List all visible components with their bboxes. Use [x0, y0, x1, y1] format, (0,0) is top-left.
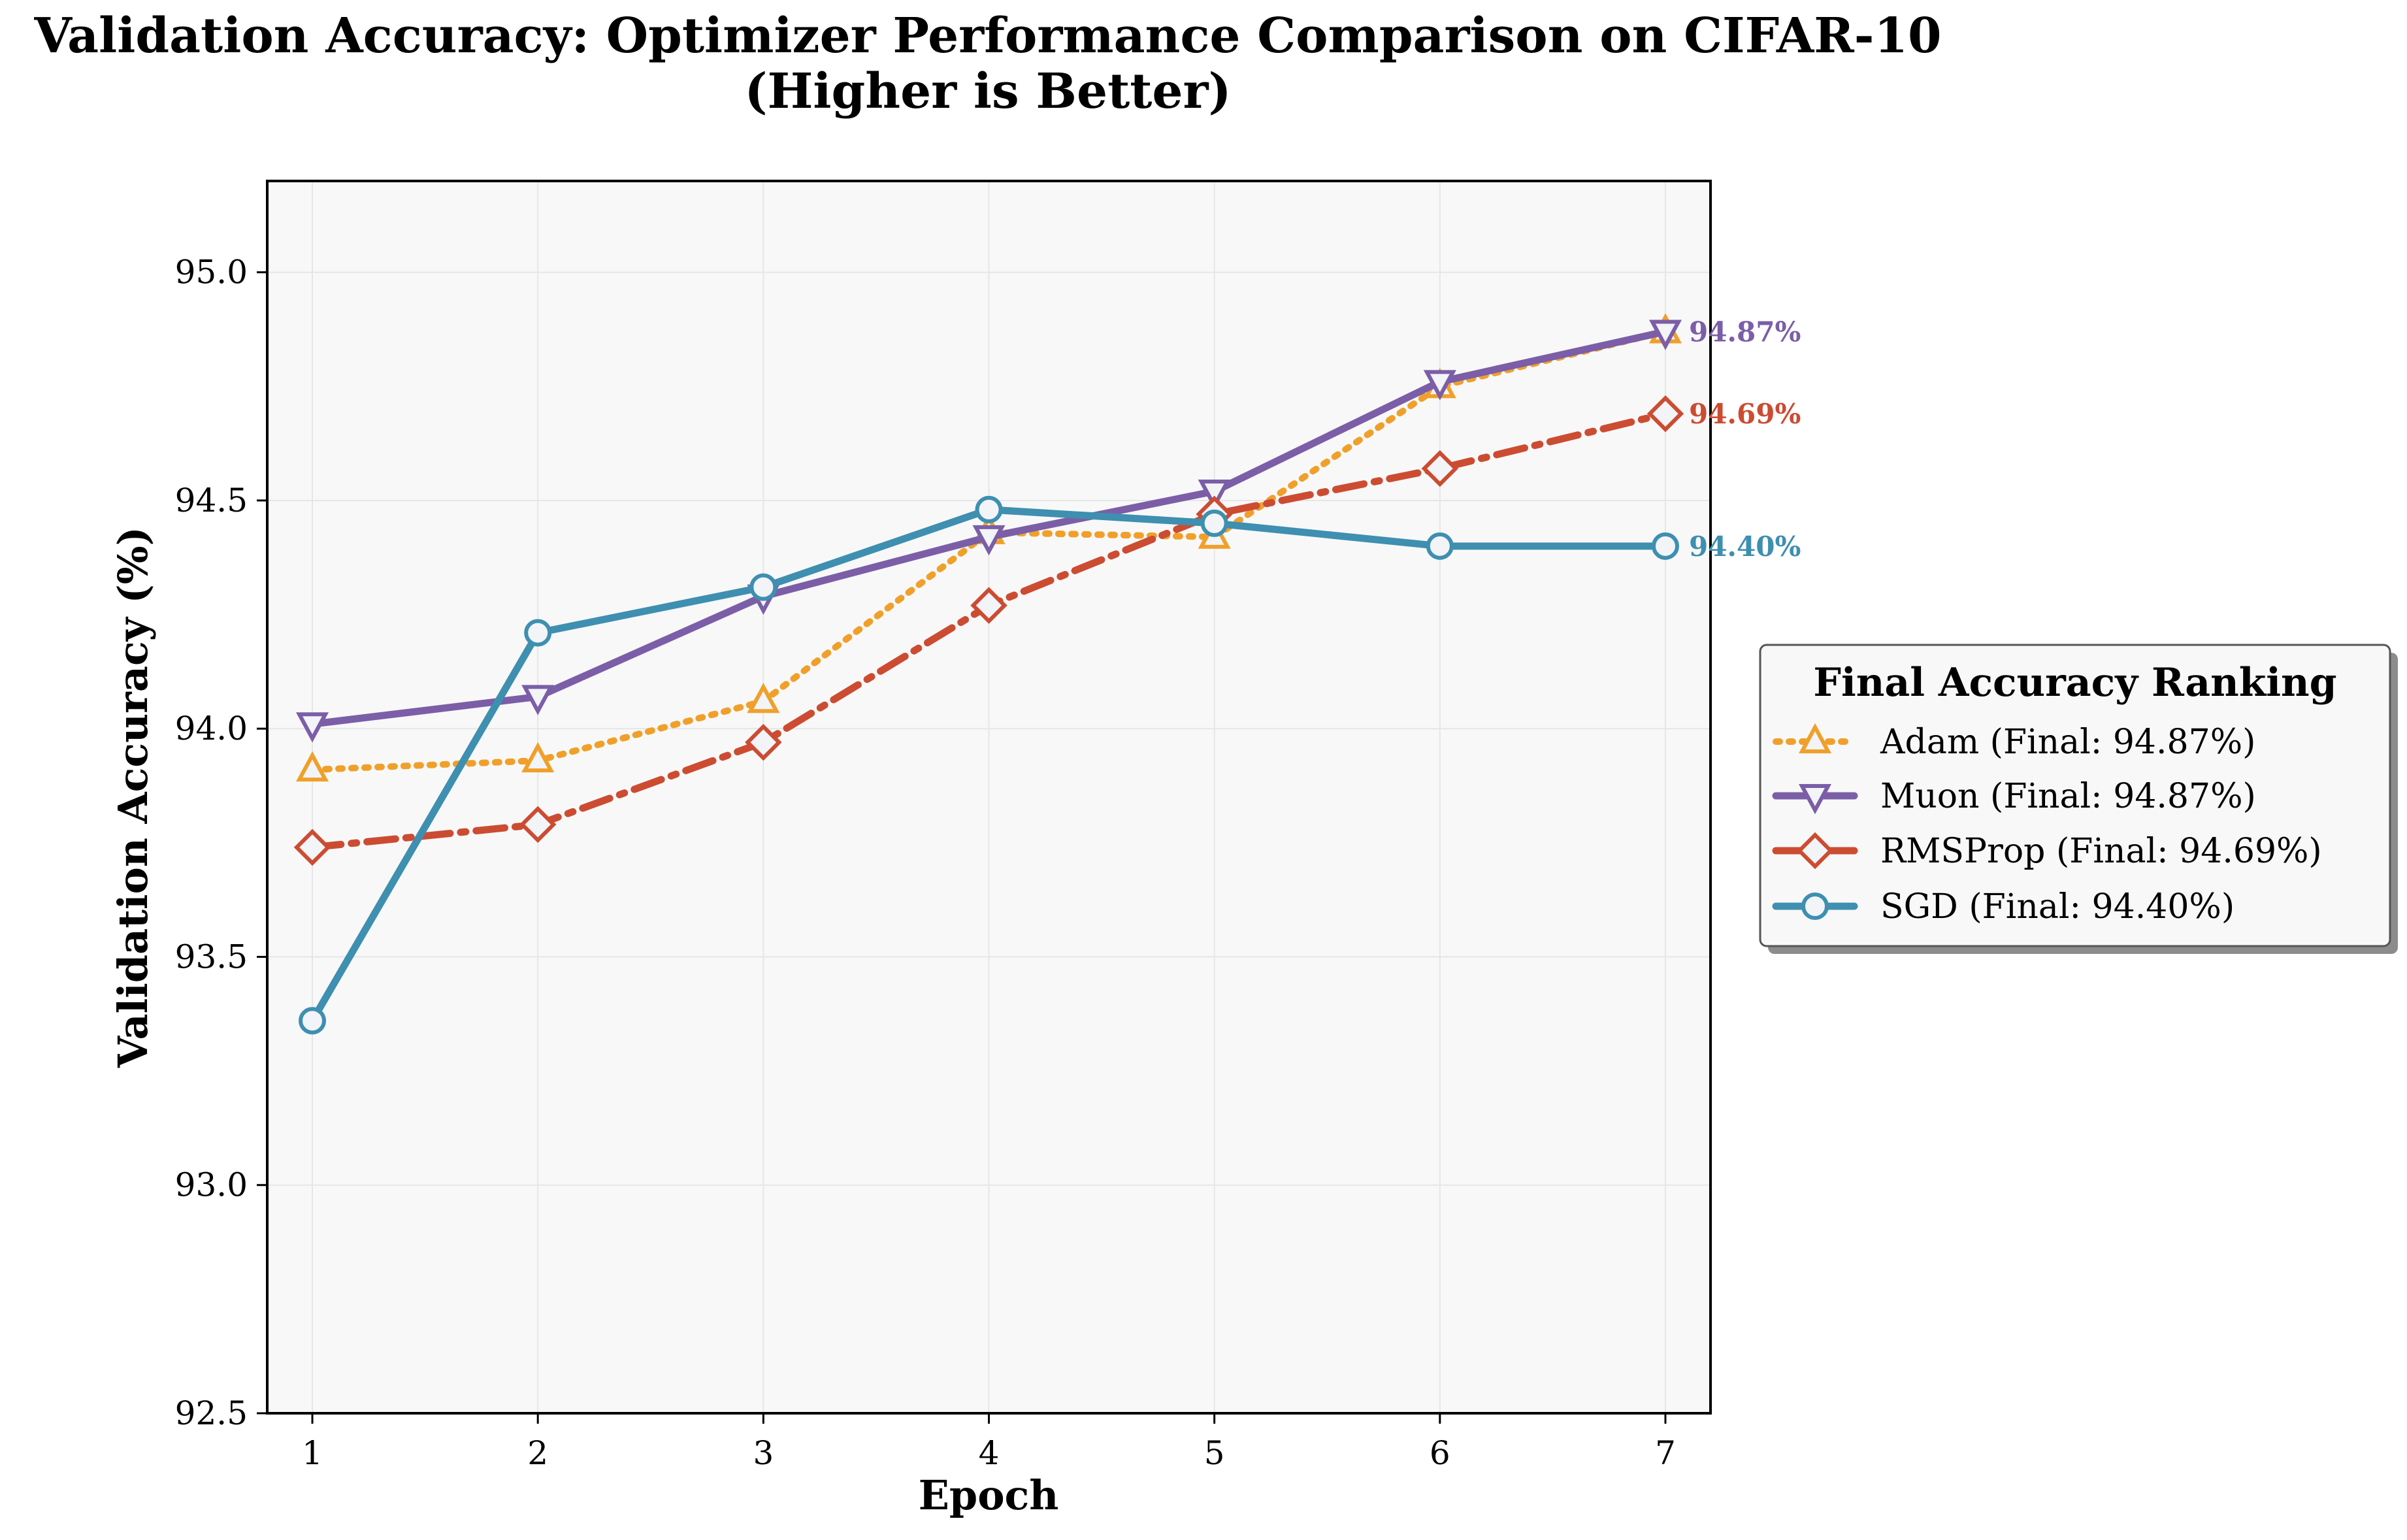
chart-title: Validation Accuracy: Optimizer Performan…	[34, 8, 1942, 64]
y-tick-label: 94.0	[175, 710, 248, 747]
y-axis-label: Validation Accuracy (%)	[109, 527, 157, 1068]
muon-end-label: 94.87%	[1689, 316, 1801, 348]
sgd-end-label: 94.40%	[1689, 531, 1801, 563]
muon-point	[521, 685, 555, 715]
legend-entry-muon: Muon (Final: 94.87%)	[1772, 777, 2256, 816]
muon-point	[295, 712, 329, 743]
muon-point	[972, 525, 1006, 556]
sgd-point	[1200, 509, 1228, 537]
y-tick-label: 94.5	[175, 482, 248, 519]
chart-subtitle: (Higher is Better)	[744, 63, 1231, 120]
legend-entries: Adam (Final: 94.87%) Muon (Final: 94.87%)…	[1772, 723, 2322, 926]
legend-sgd-marker	[1801, 893, 1829, 920]
y-tick-label: 93.0	[175, 1166, 248, 1204]
legend-box	[1759, 644, 2391, 947]
sgd-point	[975, 495, 1003, 523]
muon-point	[1198, 479, 1231, 510]
muon-point	[1423, 370, 1456, 401]
end-value-labels: 94.87% 94.69% 94.40%	[1689, 316, 1801, 563]
rmsprop-point	[970, 587, 1007, 624]
sgd-point	[299, 1007, 327, 1035]
rmsprop-point	[1421, 450, 1459, 487]
sgd-point	[749, 573, 778, 601]
legend-title: Final Accuracy Ranking	[1813, 660, 2336, 706]
x-tick-label: 7	[1655, 1434, 1676, 1472]
legend-adam-marker	[1798, 723, 1832, 753]
x-tick-label: 1	[302, 1434, 323, 1472]
adam-point	[747, 683, 780, 713]
legend-muon-marker	[1798, 784, 1832, 815]
y-tick-label: 92.5	[175, 1394, 248, 1432]
adam-point	[521, 742, 555, 773]
legend-entry-adam: Adam (Final: 94.87%)	[1773, 723, 2255, 762]
legend-muon-label: Muon (Final: 94.87%)	[1880, 777, 2256, 816]
series-layer	[293, 313, 1684, 1035]
rmsprop-point	[519, 806, 557, 844]
rmsprop-end-label: 94.69%	[1689, 398, 1801, 430]
rmsprop-point	[1646, 395, 1684, 433]
x-tick-label: 4	[979, 1434, 1000, 1472]
sgd-point	[1426, 532, 1454, 560]
legend-entry-sgd: SGD (Final: 94.40%)	[1772, 887, 2235, 926]
legend-adam-label: Adam (Final: 94.87%)	[1880, 723, 2255, 762]
sgd-point	[524, 619, 552, 647]
rmsprop-point	[745, 723, 782, 761]
muon-point	[1648, 319, 1682, 350]
rmsprop-point	[293, 828, 331, 866]
legend: Final Accuracy Ranking Adam (Final: 94.8…	[1759, 644, 2398, 954]
x-tick-label: 5	[1204, 1434, 1225, 1472]
x-axis-label: Epoch	[919, 1471, 1059, 1519]
axis-ticks: 1 2 3 4 5 6 7 92.5 93.0 93.5 94.0 94.5 95.0	[175, 254, 1676, 1472]
legend-entry-rmsprop: RMSProp (Final: 94.69%)	[1772, 832, 2322, 871]
x-tick-label: 6	[1430, 1434, 1450, 1472]
legend-rmsprop-marker	[1796, 832, 1834, 870]
legend-sgd-label: SGD (Final: 94.40%)	[1880, 887, 2235, 926]
adam-point	[295, 751, 329, 782]
y-tick-label: 93.5	[175, 938, 248, 975]
y-tick-label: 95.0	[175, 254, 248, 291]
series-sgd	[299, 495, 1679, 1035]
sgd-point	[1651, 532, 1679, 560]
x-tick-label: 2	[527, 1434, 548, 1472]
legend-rmsprop-label: RMSProp (Final: 94.69%)	[1880, 832, 2322, 871]
x-tick-label: 3	[753, 1434, 774, 1472]
